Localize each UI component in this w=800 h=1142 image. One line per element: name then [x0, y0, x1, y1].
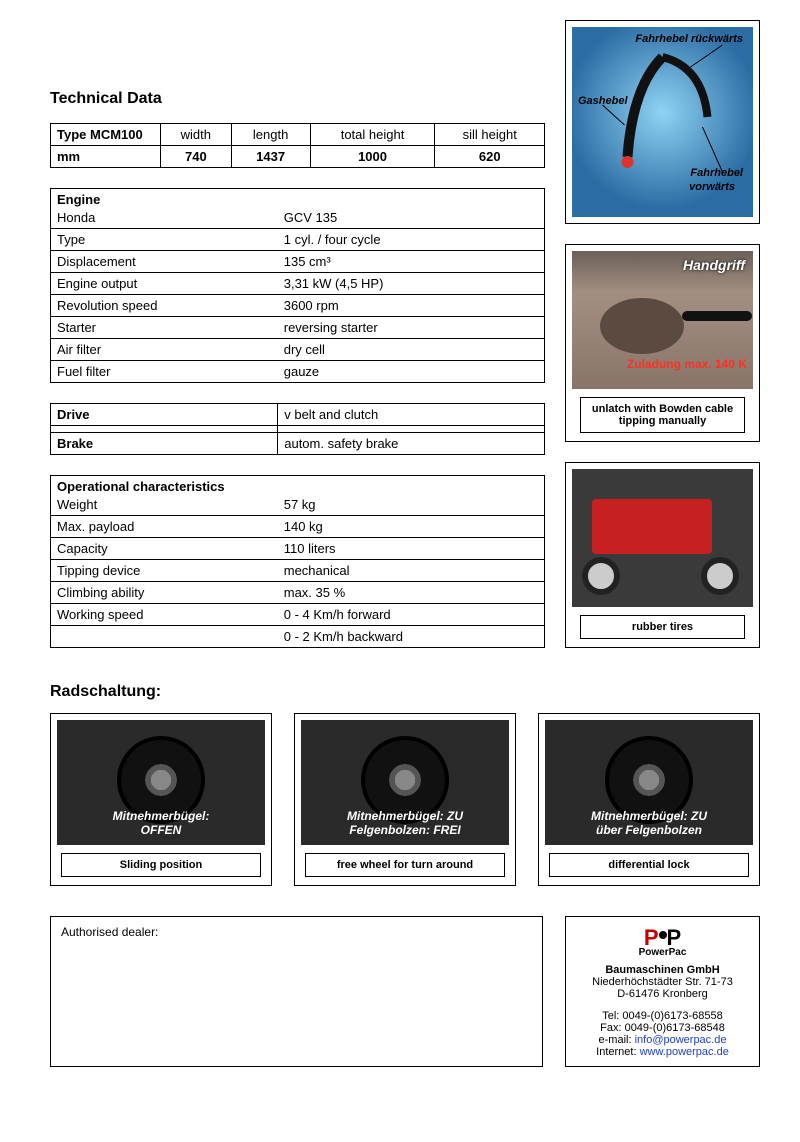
dims-hdr-length: length — [231, 124, 310, 146]
rad-box-3: Mitnehmerbügel: ZU über Felgenbolzen dif… — [538, 713, 760, 886]
dims-hdr-total-height: total height — [310, 124, 435, 146]
handgriff-box: Handgriff Zuladung max. 140 K unlatch wi… — [565, 244, 760, 442]
dealer-label: Authorised dealer: — [61, 925, 158, 939]
dims-hdr-sill-height: sill height — [435, 124, 545, 146]
page-title: Technical Data — [50, 90, 545, 108]
company-city: D-61476 Kronberg — [572, 988, 753, 1000]
radschaltung-title: Radschaltung: — [50, 683, 760, 701]
radschaltung-row: Mitnehmerbügel: OFFEN Sliding position M… — [50, 713, 760, 886]
company-name: Baumaschinen GmbH — [572, 964, 753, 976]
rad-box-2: Mitnehmerbügel: ZU Felgenbolzen: FREI fr… — [294, 713, 516, 886]
dims-width: 740 — [161, 146, 232, 168]
handgriff-caption: unlatch with Bowden cable tipping manual… — [580, 397, 745, 433]
rad-image-3: Mitnehmerbügel: ZU über Felgenbolzen — [545, 720, 753, 845]
company-web-link[interactable]: www.powerpac.de — [640, 1046, 729, 1058]
company-tel: Tel: 0049-(0)6173-68558 — [572, 1010, 753, 1022]
lever-diagram-box: Fahrhebel rückwärts Gashebel Fahrhebel v… — [565, 20, 760, 224]
dims-hdr-width: width — [161, 124, 232, 146]
tires-caption: rubber tires — [580, 615, 745, 639]
dims-total-height: 1000 — [310, 146, 435, 168]
type-label: Type MCM100 — [51, 124, 161, 146]
dimensions-table: Type MCM100 width length total height si… — [50, 123, 545, 168]
rad-image-1: Mitnehmerbügel: OFFEN — [57, 720, 265, 845]
dims-length: 1437 — [231, 146, 310, 168]
rad-box-1: Mitnehmerbügel: OFFEN Sliding position — [50, 713, 272, 886]
company-street: Niederhöchstädter Str. 71-73 — [572, 976, 753, 988]
company-email-link[interactable]: info@powerpac.de — [635, 1034, 727, 1046]
ops-table: Operational characteristics Weight 57 kg… — [50, 475, 545, 648]
rad-caption-3: differential lock — [549, 853, 749, 877]
dims-sill-height: 620 — [435, 146, 545, 168]
engine-header: Engine — [51, 189, 545, 208]
drive-brake-table: Drivev belt and clutch Brakeautom. safet… — [50, 403, 545, 455]
rad-caption-2: free wheel for turn around — [305, 853, 505, 877]
ops-header: Operational characteristics — [51, 476, 545, 495]
company-fax: Fax: 0049-(0)6173-68548 — [572, 1022, 753, 1034]
dims-unit: mm — [51, 146, 161, 168]
rad-image-2: Mitnehmerbügel: ZU Felgenbolzen: FREI — [301, 720, 509, 845]
tires-image — [572, 469, 753, 607]
lever-diagram-image: Fahrhebel rückwärts Gashebel Fahrhebel v… — [572, 27, 753, 217]
rad-caption-1: Sliding position — [61, 853, 261, 877]
handgriff-image: Handgriff Zuladung max. 140 K — [572, 251, 753, 389]
tires-box: rubber tires — [565, 462, 760, 648]
brand-name: PowerPac — [572, 947, 753, 958]
engine-table: Engine HondaGCV 135 Type1 cyl. / four cy… — [50, 188, 545, 383]
dealer-box: Authorised dealer: — [50, 916, 543, 1067]
company-box: PP PowerPac Baumaschinen GmbH Niederhöch… — [565, 916, 760, 1067]
